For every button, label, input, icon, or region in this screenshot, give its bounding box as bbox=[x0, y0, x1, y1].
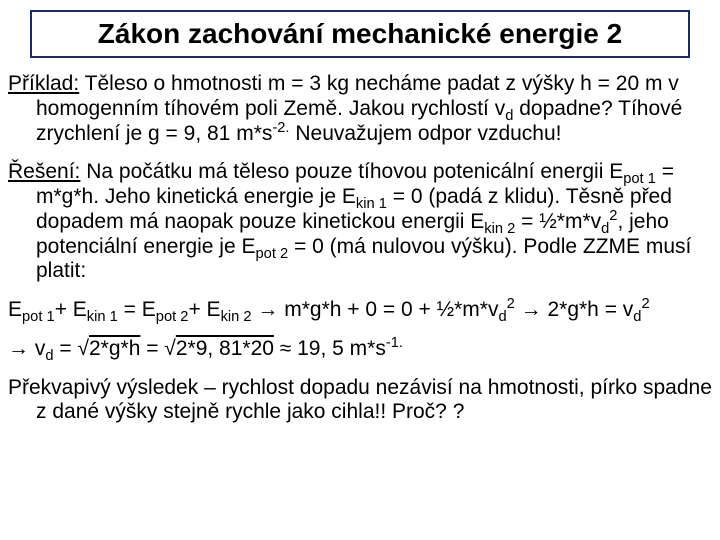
equation-line-2: → vd = √2*g*h = √2*9, 81*20 ≈ 19, 5 m*s-… bbox=[8, 337, 712, 362]
solution-paragraph: Řešení: Na počátku má těleso pouze tíhov… bbox=[8, 160, 712, 284]
eq-arr2: → 2*g*h = v bbox=[515, 298, 633, 321]
eq-e1: E bbox=[8, 298, 22, 321]
l2-b: = √ bbox=[54, 337, 89, 360]
l2-sup-m1: -1. bbox=[386, 335, 403, 351]
solution-a: Na počátku má těleso pouze tíhovou poten… bbox=[80, 160, 623, 183]
example-lead: Příklad: bbox=[8, 72, 79, 95]
eq-sub-d: d bbox=[498, 309, 506, 325]
page-title: Zákon zachování mechanické energie 2 bbox=[44, 18, 676, 50]
eq-sub-kin2: kin 2 bbox=[221, 309, 252, 325]
eq-eq1: = E bbox=[118, 298, 156, 321]
l2-sqrt2: 2*9, 81*20 bbox=[176, 337, 274, 360]
l2-a: → v bbox=[8, 337, 45, 360]
solution-d: = ½*m*v bbox=[515, 210, 601, 233]
solution-lead: Řešení: bbox=[8, 160, 80, 183]
eq-plus1: + E bbox=[55, 298, 87, 321]
eq-sup-2b: 2 bbox=[641, 296, 649, 312]
eq-sup-2a: 2 bbox=[507, 296, 515, 312]
sub-pot2: pot 2 bbox=[256, 246, 289, 262]
sup-minus2: -2. bbox=[272, 120, 289, 136]
eq-plus2: + E bbox=[188, 298, 220, 321]
example-paragraph: Příklad: Těleso o hmotnosti m = 3 kg nec… bbox=[8, 72, 712, 146]
eq-arr1: → m*g*h + 0 = 0 + ½*m*v bbox=[252, 298, 499, 321]
l2-sub-d: d bbox=[45, 348, 53, 364]
l2-c: = √ bbox=[140, 337, 175, 360]
equation-line-1: Epot 1+ Ekin 1 = Epot 2+ Ekin 2 → m*g*h … bbox=[8, 298, 712, 323]
title-box: Zákon zachování mechanické energie 2 bbox=[30, 10, 690, 58]
l2-sqrt1: 2*g*h bbox=[89, 337, 140, 360]
l2-d: ≈ 19, 5 m*s bbox=[274, 337, 386, 360]
eq-sub-kin1: kin 1 bbox=[87, 309, 118, 325]
eq-sub-pot1: pot 1 bbox=[22, 309, 55, 325]
example-text-c: Neuvažujem odpor vzduchu! bbox=[290, 122, 562, 145]
final-paragraph: Překvapivý výsledek – rychlost dopadu ne… bbox=[8, 376, 712, 426]
eq-sub-pot2: pot 2 bbox=[156, 309, 189, 325]
